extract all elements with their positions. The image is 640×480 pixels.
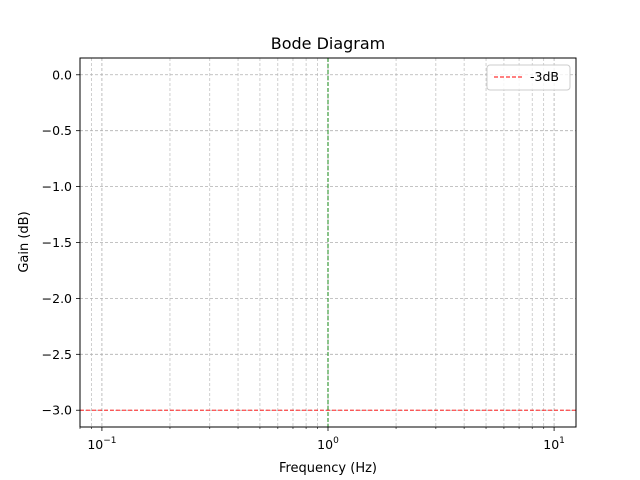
y-axis-label: Gain (dB)	[17, 211, 32, 272]
y-tick-label: −3.0	[42, 403, 72, 418]
y-tick-label: −0.5	[42, 123, 72, 138]
legend-label-3db: -3dB	[530, 69, 559, 84]
y-tick-label: −1.5	[42, 235, 72, 250]
y-tick-label: 0.0	[52, 67, 72, 82]
x-axis-label: Frequency (Hz)	[279, 461, 377, 476]
legend: -3dB	[486, 64, 571, 91]
x-axis-ticks: 10−1 100 101	[79, 427, 565, 452]
series-layer	[80, 58, 576, 427]
x-tick-label: 10−1	[87, 436, 116, 452]
y-tick-label: −1.0	[42, 179, 72, 194]
legend-box	[486, 64, 571, 91]
y-tick-label: −2.0	[42, 291, 72, 306]
x-tick-label: 100	[317, 436, 339, 452]
chart-title: Bode Diagram	[271, 34, 386, 53]
x-tick-label: 101	[543, 436, 565, 452]
y-tick-label: −2.5	[42, 347, 72, 362]
y-axis-ticks: 0.0 −0.5 −1.0 −1.5 −2.0 −2.5 −3.0	[42, 67, 80, 418]
